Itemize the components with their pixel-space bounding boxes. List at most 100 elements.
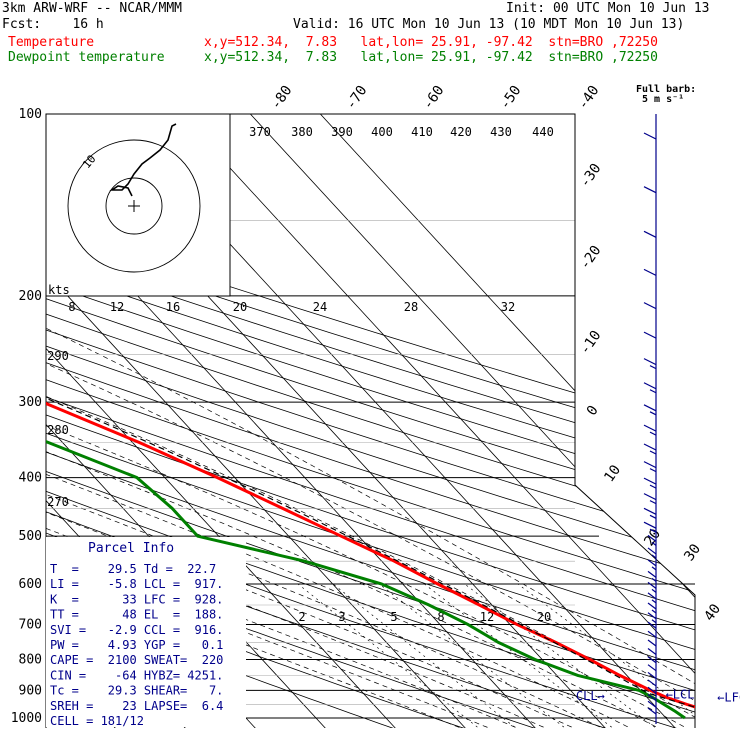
wind-barb: [647, 547, 657, 555]
pressure-tick-label: 800: [19, 652, 42, 667]
legend-dewpoint-name: Dewpoint temperature: [8, 50, 165, 65]
dry-adiabat-line: [46, 114, 695, 728]
wind-barb: [647, 559, 657, 567]
wind-barb: [647, 612, 657, 620]
isotherm-line: [46, 114, 399, 728]
pressure-tick-label: 700: [19, 617, 42, 632]
moist-adiabat-line: [46, 295, 695, 728]
parcel-row: SVI = -2.9 CCL = 916.: [50, 623, 223, 637]
hodograph-units: kts: [48, 283, 70, 297]
parcel-panel-bg: [46, 537, 246, 727]
dry-adiabat-line: [46, 114, 695, 728]
wind-barb: [647, 700, 657, 708]
level-annotation: CLL→: [576, 689, 605, 703]
wind-barb: [647, 639, 657, 647]
mixing-ratio-line: [379, 583, 569, 728]
parcel-row: CIN = -64 HYBZ= 4251.: [50, 668, 223, 682]
wind-barb: [649, 431, 657, 436]
theta-label: 430: [490, 125, 512, 139]
hodograph-trace: [109, 123, 177, 197]
mixing-ratio-line: [297, 583, 483, 728]
parcel-row: PW = 4.93 YGP = 0.1: [50, 638, 223, 652]
dry-adiabat-line: [46, 114, 695, 728]
isotherm-label: -10: [577, 328, 605, 358]
dry-adiabat-line: [46, 114, 695, 728]
theta-label: 400: [371, 125, 393, 139]
dry-adiabat-line: [46, 114, 695, 728]
wind-barb: [649, 365, 657, 370]
isotherm-line: [46, 114, 469, 728]
mixing-ratio-label: 3: [338, 610, 345, 624]
wind-barb: [651, 577, 657, 582]
forecast-hour: Fcst: 16 h: [2, 17, 104, 32]
isotherm-label: 40: [701, 601, 724, 624]
level-annotation: ←LCL: [666, 688, 695, 702]
parcel-row: CELL = 181/12: [50, 714, 144, 728]
dry-adiabat-line: [46, 114, 695, 728]
wind-barb: [643, 507, 657, 515]
wind-barb: [647, 656, 657, 664]
isotherm-label: -80: [268, 83, 296, 113]
wind-barb: [643, 521, 657, 529]
parcel-row: SREH = 23 LAPSE= 6.4: [50, 699, 223, 713]
pressure-tick-label: 300: [19, 395, 42, 410]
parcel-row: LI = -5.8 LCL = 917.: [50, 577, 223, 591]
moist-adiabat-line: [46, 295, 695, 728]
wind-barb: [651, 554, 657, 559]
wind-barb: [647, 534, 657, 542]
mixing-ratio-label: 12: [480, 610, 494, 624]
isotherm-label: 10: [601, 462, 624, 485]
hodograph-ring-outer: [67, 139, 201, 273]
parcel-path: [46, 295, 695, 719]
wind-barb: [647, 707, 657, 715]
wind-barb: [643, 477, 657, 485]
hodograph-frame: [45, 113, 231, 297]
dry-adiabat-line: [46, 114, 695, 728]
wind-barb: [643, 268, 657, 276]
mixing-ratio-label: 8: [437, 610, 444, 624]
mixing-ratio-label: 12: [110, 300, 124, 314]
moist-adiabat-line: [46, 295, 496, 728]
dry-adiabat-line: [46, 114, 472, 728]
wind-barb: [643, 132, 657, 140]
mixing-ratio-line: [332, 583, 520, 728]
mixing-ratio-label: 16: [166, 300, 180, 314]
theta-label: 420: [450, 125, 472, 139]
mixing-ratio-line: [464, 583, 660, 728]
mixing-ratio-label: 24: [313, 300, 327, 314]
wind-barb: [643, 424, 657, 432]
isotherm-label: 0: [584, 403, 602, 419]
wind-barb: [651, 541, 657, 546]
isotherm-label: 20: [641, 526, 664, 549]
wind-barb: [647, 664, 657, 672]
isotherm-label: -60: [420, 83, 448, 113]
isotherm-line: [180, 114, 695, 728]
isotherm-line: [250, 114, 695, 728]
parcel-info-panel: Parcel Info T = 29.5 Td = 22.7LI = -5.8 L…: [46, 537, 246, 728]
wind-barb: [647, 671, 657, 679]
theta-label: 270: [47, 495, 69, 509]
mixing-ratio-label: 28: [404, 300, 418, 314]
parcel-row: CAPE = 2100 SWEAT= 220: [50, 653, 223, 667]
isotherm-label: -20: [577, 243, 605, 273]
wind-barb: [647, 693, 657, 701]
dry-adiabat-line: [46, 114, 695, 728]
moist-adiabat-line: [46, 295, 580, 728]
profile-dewpoint-temperature: [46, 114, 686, 720]
dry-adiabat-line: [46, 114, 695, 728]
legend-dewpoint-info: x,y=512.34, 7.83 lat,lon= 25.91, -97.42 …: [204, 50, 658, 65]
wind-barb: [643, 358, 657, 366]
pressure-tick-label: 200: [19, 289, 42, 304]
wind-barb: [651, 609, 657, 614]
model-title: 3km ARW-WRF -- NCAR/MMM: [2, 1, 183, 16]
wind-barb: [649, 514, 657, 519]
mixing-ratio-label: 20: [233, 300, 247, 314]
wind-barb: [643, 404, 657, 412]
mixing-ratio-label: 32: [501, 300, 515, 314]
wind-barb: [649, 450, 657, 455]
mixing-ratio-label: 20: [537, 610, 551, 624]
parcel-row: K = 33 LFC = 928.: [50, 592, 223, 606]
wind-barb: [643, 186, 657, 194]
mixing-ratio-label: 5: [390, 610, 397, 624]
barb-legend-unit: 5 m s⁻¹: [642, 94, 685, 105]
